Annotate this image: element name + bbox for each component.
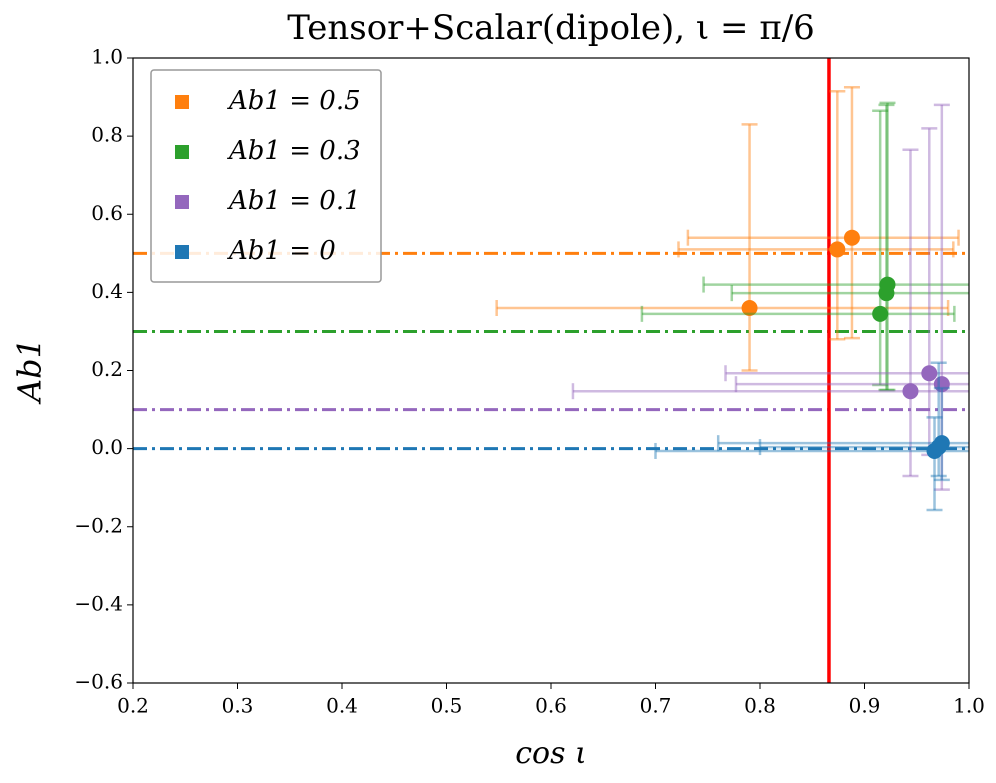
- plot-frame: [132, 57, 970, 684]
- x-tick-label: 0.8: [744, 694, 776, 718]
- legend-swatch: [175, 245, 189, 259]
- x-tick-label: 0.9: [849, 694, 881, 718]
- point: [843, 229, 860, 246]
- legend: Ab1 = 0.5 Ab1 = 0.3 Ab1 = 0.1 Ab1 = 0: [150, 69, 382, 283]
- legend-swatch: [175, 195, 189, 209]
- point: [930, 439, 947, 456]
- y-axis-label: Ab1: [11, 338, 49, 405]
- y-tick-label: 0.8: [91, 123, 123, 147]
- legend-label: Ab1 = 0: [227, 236, 336, 266]
- axes: 0.2 0.3 0.4 0.5 0.6 0.7 0.8 0.9 1.0 −0.6 −0.4 −0.2 0…: [74, 45, 984, 718]
- point: [902, 383, 919, 400]
- plot-area: [133, 58, 969, 683]
- x-tick-label: 0.2: [117, 694, 149, 718]
- error-bar: [716, 386, 969, 482]
- legend-label: Ab1 = 0.1: [227, 186, 361, 216]
- point: [829, 241, 846, 258]
- legend-swatch: [175, 95, 189, 109]
- y-tick-label: 1.0: [91, 45, 123, 69]
- x-tick-label: 0.6: [535, 694, 567, 718]
- legend-swatch: [175, 145, 189, 159]
- error-bar: [654, 416, 969, 512]
- y-tick-label: −0.2: [74, 513, 123, 537]
- error-bar: [677, 89, 955, 341]
- x-tick-label: 0.4: [326, 694, 358, 718]
- x-axis-label: cos ι: [515, 736, 587, 771]
- x-tick-label: 0.7: [640, 694, 672, 718]
- error-bar: [730, 103, 969, 392]
- legend-box: [150, 69, 382, 283]
- point: [879, 276, 896, 293]
- point: [872, 305, 889, 322]
- error-bar: [495, 123, 950, 372]
- y-tick-label: −0.6: [74, 670, 123, 694]
- error-bar: [758, 361, 969, 478]
- legend-label: Ab1 = 0.3: [227, 136, 361, 166]
- point: [741, 300, 758, 316]
- point: [933, 376, 950, 393]
- y-tick-label: 0.4: [91, 279, 123, 303]
- chart-title: Tensor+Scalar(dipole), ι = π/6: [287, 8, 815, 48]
- x-tick-label: 1.0: [953, 694, 985, 718]
- y-tick-label: 0.6: [91, 201, 123, 225]
- error-bar: [686, 86, 960, 340]
- y-tick-label: 0.0: [91, 435, 123, 459]
- legend-label: Ab1 = 0.5: [227, 86, 361, 116]
- error-bar: [571, 148, 969, 478]
- error-bar: [640, 109, 956, 387]
- y-tick-label: −0.4: [74, 591, 123, 615]
- error-bar: [724, 127, 969, 457]
- point: [921, 365, 938, 382]
- y-tick-label: 0.2: [91, 357, 123, 381]
- x-tick-label: 0.3: [222, 694, 254, 718]
- error-bar: [702, 101, 969, 392]
- x-tick-label: 0.5: [431, 694, 463, 718]
- error-bar: [734, 103, 969, 491]
